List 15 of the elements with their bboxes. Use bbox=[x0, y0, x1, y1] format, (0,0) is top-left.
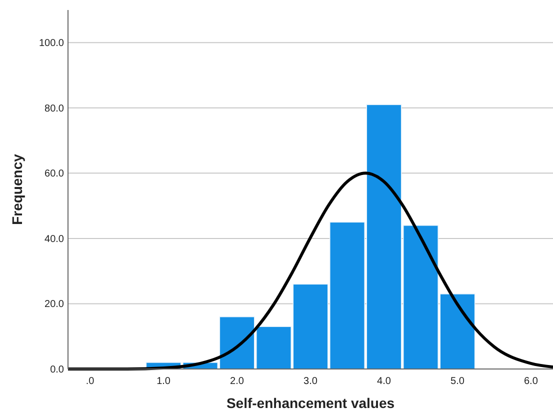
y-tick-label: 20.0 bbox=[44, 299, 64, 310]
x-axis-title: Self-enhancement values bbox=[226, 395, 395, 411]
x-tick-label: 2.0 bbox=[230, 376, 244, 387]
y-tick-label: 40.0 bbox=[44, 234, 64, 245]
y-tick-label: 100.0 bbox=[38, 38, 64, 50]
y-tick-label: 60.0 bbox=[44, 168, 64, 180]
y-tick-label: 80.0 bbox=[44, 103, 64, 114]
x-tick-label: 6.0 bbox=[524, 376, 538, 387]
x-tick-label: .0 bbox=[86, 376, 95, 387]
x-tick-label: 3.0 bbox=[304, 376, 318, 387]
x-tick-label: 4.0 bbox=[377, 376, 392, 387]
y-axis-title: Frequency bbox=[9, 154, 25, 225]
y-tick-label: 0.0 bbox=[50, 364, 64, 376]
x-tick-label: 1.0 bbox=[156, 376, 171, 387]
x-tick-label: 5.0 bbox=[450, 376, 465, 387]
